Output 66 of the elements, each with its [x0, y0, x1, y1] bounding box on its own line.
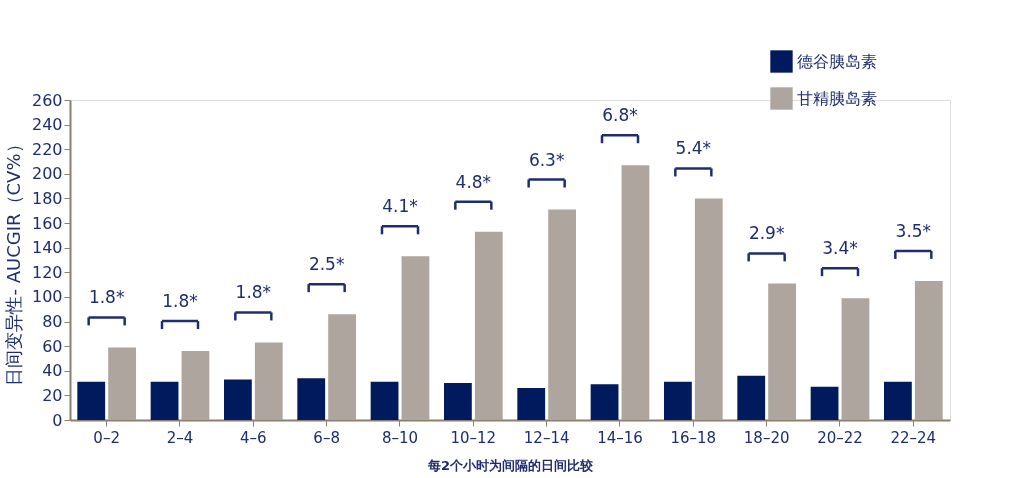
- bar: [768, 283, 796, 420]
- bar: [621, 165, 650, 420]
- x-tick-label: 8–10: [381, 428, 419, 447]
- y-tick-label: 260: [31, 90, 63, 110]
- x-tick-label: 14–16: [597, 428, 643, 447]
- annotation: 1.8*: [88, 287, 125, 308]
- bar: [224, 379, 252, 420]
- y-tick-label: 140: [31, 238, 63, 258]
- bar: [150, 381, 179, 420]
- bar: [664, 381, 692, 420]
- bar: [254, 342, 283, 420]
- y-tick-label: 180: [31, 188, 63, 208]
- bar: [694, 198, 723, 420]
- bar: [474, 231, 503, 420]
- annotation: 4.1*: [382, 196, 418, 217]
- bar: [548, 209, 576, 420]
- x-tick-label: 10–12: [450, 428, 497, 447]
- annotation: 3.4*: [822, 238, 858, 259]
- bar: [401, 256, 430, 420]
- annotation: 1.8*: [162, 291, 198, 312]
- x-tick-label: 18–20: [743, 428, 790, 447]
- y-tick-label: 220: [31, 139, 63, 159]
- y-tick-label: 80: [42, 312, 63, 332]
- x-tick-label: 6–8: [313, 428, 340, 447]
- y-tick-label: 20: [42, 385, 63, 405]
- bar: [517, 388, 546, 420]
- bar: [370, 381, 399, 420]
- x-tick-label: 22–24: [890, 428, 937, 447]
- x-tick-label: 20–22: [817, 428, 863, 447]
- bar: [810, 386, 839, 420]
- bar: [77, 381, 106, 420]
- annotation: 5.4*: [675, 138, 712, 159]
- bar: [108, 347, 136, 420]
- bar: [590, 384, 619, 420]
- bar: [884, 381, 912, 420]
- y-tick-label: 200: [31, 164, 63, 184]
- annotation: 1.8*: [235, 282, 272, 303]
- annotation: 2.5*: [308, 254, 345, 275]
- x-tick-label: 12–14: [523, 428, 570, 447]
- annotation: 6.8*: [602, 105, 638, 126]
- bar: [444, 383, 472, 420]
- bar: [841, 298, 870, 420]
- x-tick-label: 16–18: [670, 428, 717, 447]
- y-tick-label: 40: [42, 361, 63, 381]
- annotation: 4.8*: [455, 171, 492, 192]
- annotation: 2.9*: [748, 223, 785, 244]
- bar: [297, 378, 326, 420]
- legend-label: 德谷胰岛素: [797, 51, 877, 71]
- annotation: 3.5*: [895, 220, 932, 241]
- x-tick-label: 2–4: [166, 428, 194, 447]
- annotation: 6.3*: [528, 149, 565, 170]
- bar: [181, 351, 210, 420]
- bar: [914, 280, 943, 420]
- x-tick-label: 0–2: [93, 428, 120, 447]
- y-axis-title: 日间变异性- AUCGIR（CV%）: [2, 135, 24, 386]
- x-axis-title: 每2个小时为间隔的日间比较: [426, 457, 595, 473]
- x-tick-label: 4–6: [240, 428, 267, 447]
- bar: [328, 314, 356, 420]
- legend-label: 甘精胰岛素: [797, 88, 877, 108]
- bar: [737, 375, 766, 420]
- y-tick-label: 240: [31, 115, 63, 135]
- y-tick-label: 0: [52, 410, 63, 430]
- y-tick-label: 160: [31, 213, 63, 233]
- y-tick-label: 60: [42, 336, 63, 356]
- y-tick-label: 100: [31, 287, 63, 307]
- y-tick-label: 120: [31, 262, 63, 282]
